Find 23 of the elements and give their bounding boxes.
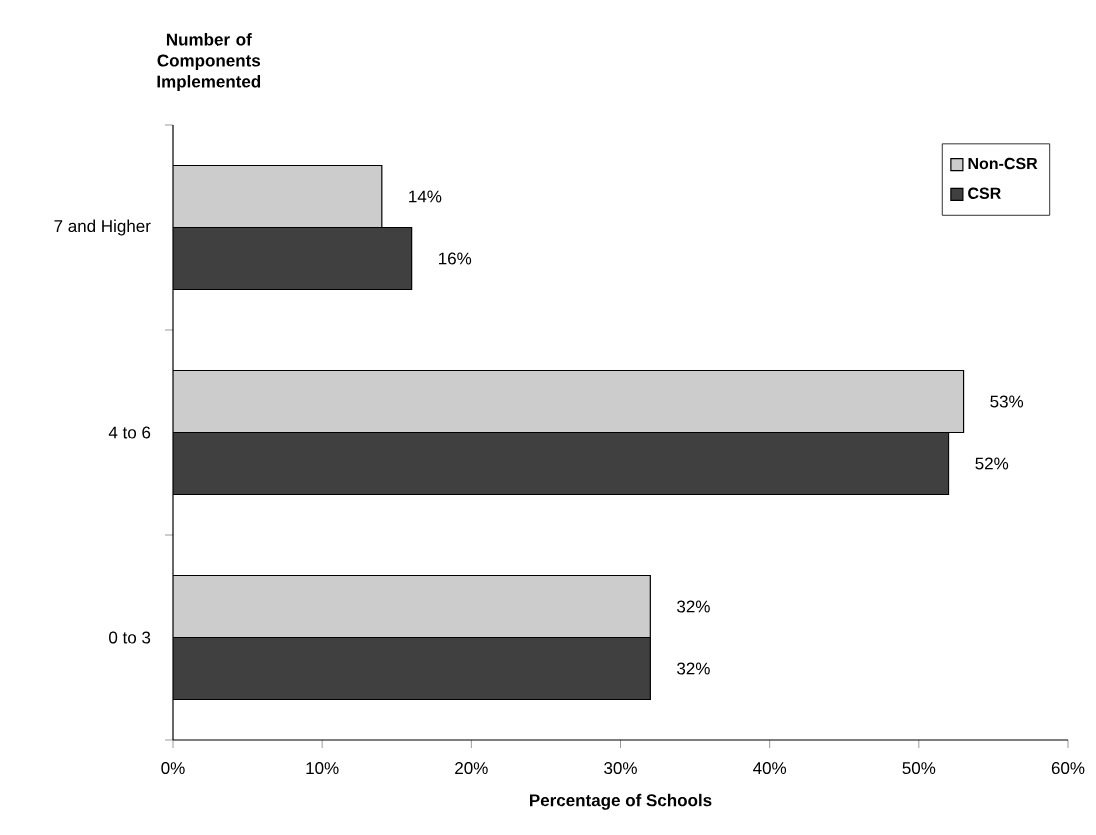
data-label: 52%	[975, 457, 1009, 470]
data-label: 14%	[409, 190, 442, 203]
data-label: 32%	[677, 600, 710, 613]
bar	[173, 164, 383, 229]
y-tick-label: 0 to 3	[109, 631, 151, 644]
x-tick-label: 20%	[455, 762, 488, 775]
data-label: 53%	[990, 395, 1024, 408]
x-tick-label: 0%	[161, 762, 185, 775]
legend-label: CSR	[968, 187, 1001, 199]
x-tick-label: 60%	[1051, 762, 1085, 775]
legend-label: Non-CSR	[968, 157, 1038, 170]
x-tick-label: 30%	[604, 762, 637, 775]
y-tick-label: 7 and Higher	[54, 219, 151, 236]
bar	[173, 369, 965, 434]
x-tick-label: 50%	[902, 762, 936, 775]
y-tick-label: 4 to 6	[108, 426, 151, 439]
y-axis-title: Number of Components Implemented	[157, 33, 261, 91]
data-label: 32%	[677, 662, 710, 675]
x-tick-label: 40%	[753, 762, 787, 775]
x-axis-title: Percentage of Schools	[529, 793, 712, 810]
data-label: 16%	[439, 252, 472, 265]
bar	[173, 574, 651, 639]
x-tick-label: 10%	[306, 762, 339, 775]
